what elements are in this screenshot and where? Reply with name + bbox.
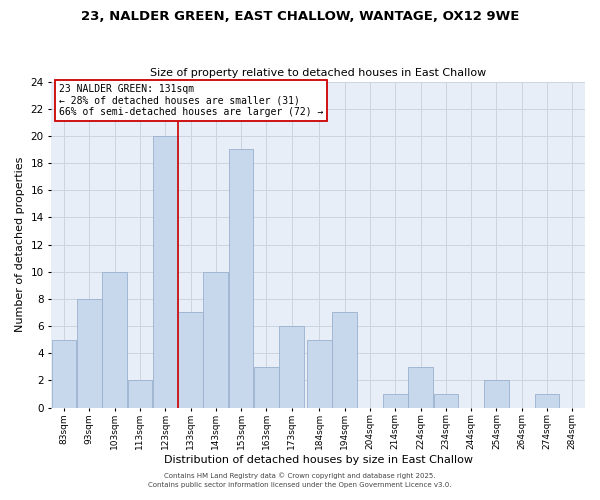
Y-axis label: Number of detached properties: Number of detached properties bbox=[15, 157, 25, 332]
Bar bbox=[229, 150, 253, 408]
Bar bbox=[254, 367, 279, 408]
Bar bbox=[484, 380, 509, 407]
X-axis label: Distribution of detached houses by size in East Challow: Distribution of detached houses by size … bbox=[164, 455, 473, 465]
Text: 23 NALDER GREEN: 131sqm
← 28% of detached houses are smaller (31)
66% of semi-de: 23 NALDER GREEN: 131sqm ← 28% of detache… bbox=[59, 84, 323, 117]
Bar bbox=[535, 394, 559, 407]
Bar bbox=[307, 340, 332, 407]
Bar bbox=[77, 299, 102, 408]
Bar bbox=[383, 394, 408, 407]
Bar bbox=[52, 340, 76, 407]
Bar bbox=[408, 367, 433, 408]
Text: 23, NALDER GREEN, EAST CHALLOW, WANTAGE, OX12 9WE: 23, NALDER GREEN, EAST CHALLOW, WANTAGE,… bbox=[81, 10, 519, 23]
Title: Size of property relative to detached houses in East Challow: Size of property relative to detached ho… bbox=[150, 68, 487, 78]
Bar bbox=[102, 272, 127, 407]
Bar bbox=[153, 136, 178, 407]
Bar bbox=[178, 312, 203, 408]
Text: Contains HM Land Registry data © Crown copyright and database right 2025.
Contai: Contains HM Land Registry data © Crown c… bbox=[148, 472, 452, 488]
Bar bbox=[434, 394, 458, 407]
Bar bbox=[128, 380, 152, 407]
Bar bbox=[332, 312, 357, 408]
Bar bbox=[203, 272, 228, 407]
Bar bbox=[279, 326, 304, 407]
